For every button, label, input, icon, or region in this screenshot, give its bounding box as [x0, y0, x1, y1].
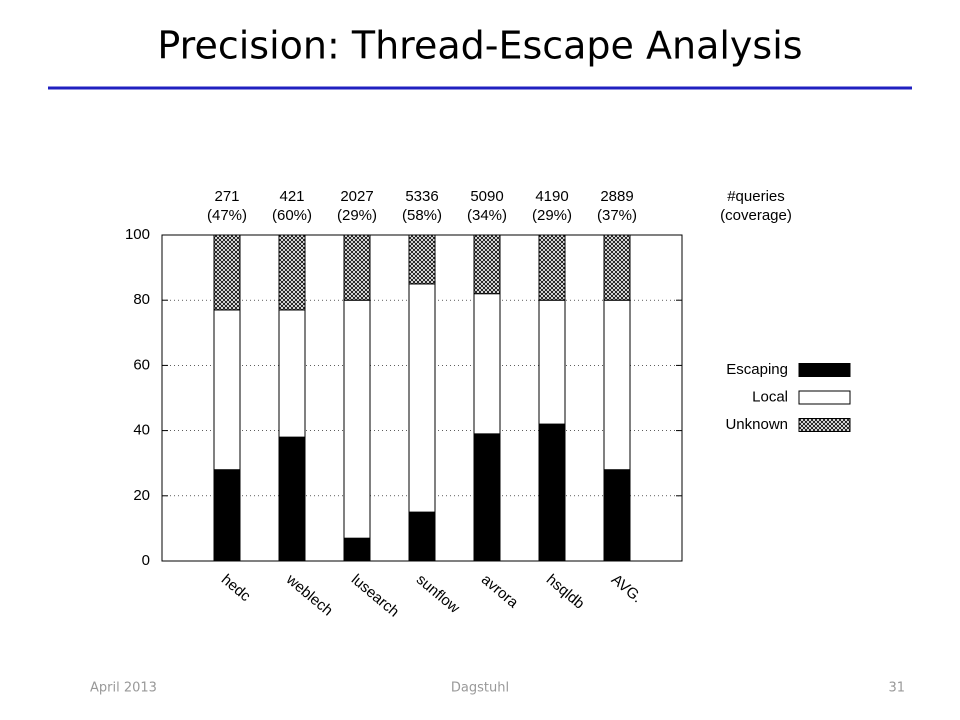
bar-segment	[278, 234, 306, 311]
y-tick-label: 80	[133, 291, 150, 308]
y-tick-label: 100	[125, 226, 150, 243]
x-tick-label: avrora	[478, 571, 522, 612]
coverage-label: (37%)	[597, 207, 637, 224]
coverage-header: (coverage)	[720, 207, 792, 224]
coverage-label: (60%)	[272, 207, 312, 224]
y-tick-label: 60	[133, 356, 150, 373]
y-tick-label: 0	[142, 552, 150, 569]
bar-segment	[213, 234, 241, 311]
x-tick-label: sunflow	[413, 571, 463, 617]
bar-segment	[278, 309, 306, 438]
bar-segment	[343, 234, 371, 301]
bar-segment	[408, 234, 436, 285]
bar-segment	[473, 234, 501, 295]
queries-label: 5090	[470, 188, 503, 205]
legend-swatch	[798, 363, 851, 377]
bar-segment	[408, 283, 436, 513]
x-tick-label: AVG.	[608, 571, 646, 606]
queries-label: 5336	[405, 188, 438, 205]
legend-label: Unknown	[725, 416, 788, 433]
footer-date: April 2013	[90, 681, 157, 696]
bar-segment	[603, 234, 631, 301]
legend-swatch	[798, 418, 851, 432]
footer-venue: Dagstuhl	[451, 681, 509, 696]
coverage-label: (58%)	[402, 207, 442, 224]
bar-segment	[213, 309, 241, 471]
footer-page: 31	[888, 681, 905, 696]
coverage-label: (29%)	[532, 207, 572, 224]
x-tick-label: lusearch	[348, 571, 402, 620]
coverage-label: (47%)	[207, 207, 247, 224]
legend-swatch	[798, 390, 851, 405]
bar-segment	[603, 299, 631, 471]
bar-segment	[278, 436, 306, 562]
x-tick-label: weblech	[282, 570, 336, 619]
bar-segment	[473, 433, 501, 562]
queries-label: 2889	[600, 188, 633, 205]
x-tick-label: hedc	[218, 571, 254, 605]
x-tick-label: hsqldb	[543, 571, 588, 612]
y-tick-label: 20	[133, 487, 150, 504]
y-tick-label: 40	[133, 422, 150, 439]
queries-label: 421	[279, 188, 304, 205]
bar-segment	[343, 299, 371, 539]
bar-segment	[538, 234, 566, 301]
bar-segment	[603, 469, 631, 562]
slide-title: Precision: Thread-Escape Analysis	[157, 24, 802, 68]
bar-segment	[538, 423, 566, 562]
bar-segment	[538, 299, 566, 425]
bar-segment	[473, 293, 501, 435]
queries-label: 2027	[340, 188, 373, 205]
queries-label: 4190	[535, 188, 568, 205]
coverage-label: (34%)	[467, 207, 507, 224]
queries-label: 271	[214, 188, 239, 205]
queries-header: #queries	[727, 188, 785, 205]
coverage-label: (29%)	[337, 207, 377, 224]
legend-label: Escaping	[726, 361, 788, 378]
bar-segment	[343, 537, 371, 562]
bar-segment	[408, 511, 436, 562]
legend-label: Local	[752, 388, 788, 405]
bar-segment	[213, 469, 241, 562]
